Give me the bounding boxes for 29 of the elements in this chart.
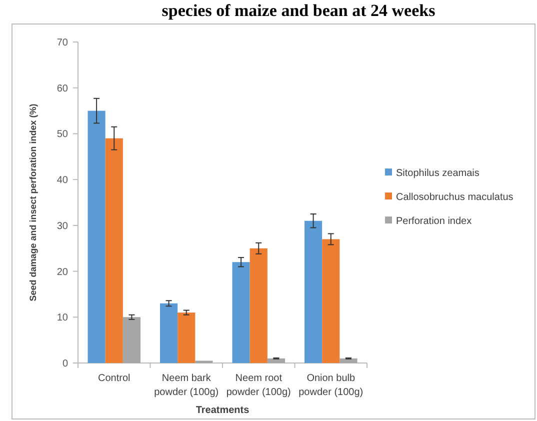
y-tick-label: 50 xyxy=(56,129,68,140)
y-tick-label: 60 xyxy=(56,83,68,94)
y-tick-label: 40 xyxy=(56,175,68,186)
bar xyxy=(322,239,340,363)
y-tick-label: 0 xyxy=(62,358,68,370)
bar xyxy=(304,220,322,363)
bar xyxy=(232,262,250,363)
bar xyxy=(267,358,285,363)
x-tick-label: Neem root powder (100g) xyxy=(226,373,291,398)
y-tick-label: 70 xyxy=(56,38,68,48)
y-tick-label: 10 xyxy=(56,312,68,324)
bar xyxy=(88,110,106,363)
bar xyxy=(178,312,196,363)
x-tick-label: Neem bark powder (100g) xyxy=(154,373,219,398)
bar xyxy=(250,248,268,363)
bar xyxy=(122,317,140,363)
bar xyxy=(105,138,123,363)
y-tick-label: 30 xyxy=(56,220,68,232)
bar xyxy=(160,303,178,363)
chart-title: species of maize and bean at 24 weeks xyxy=(162,1,436,20)
legend-label: Sitophilus zeamais xyxy=(396,168,480,179)
x-tick-label: Onion bulb powder (100g) xyxy=(298,373,364,398)
legend-label: Callosobruchus maculatus xyxy=(396,192,514,203)
y-axis-title: Seed damage and insect perforation index (%) xyxy=(28,104,38,302)
y-tick-label: 20 xyxy=(56,266,68,278)
x-tick-label: Control xyxy=(98,373,130,384)
bar xyxy=(340,358,358,363)
legend-label: Perforation index xyxy=(396,216,472,227)
x-axis-title: Treatments xyxy=(196,405,250,416)
